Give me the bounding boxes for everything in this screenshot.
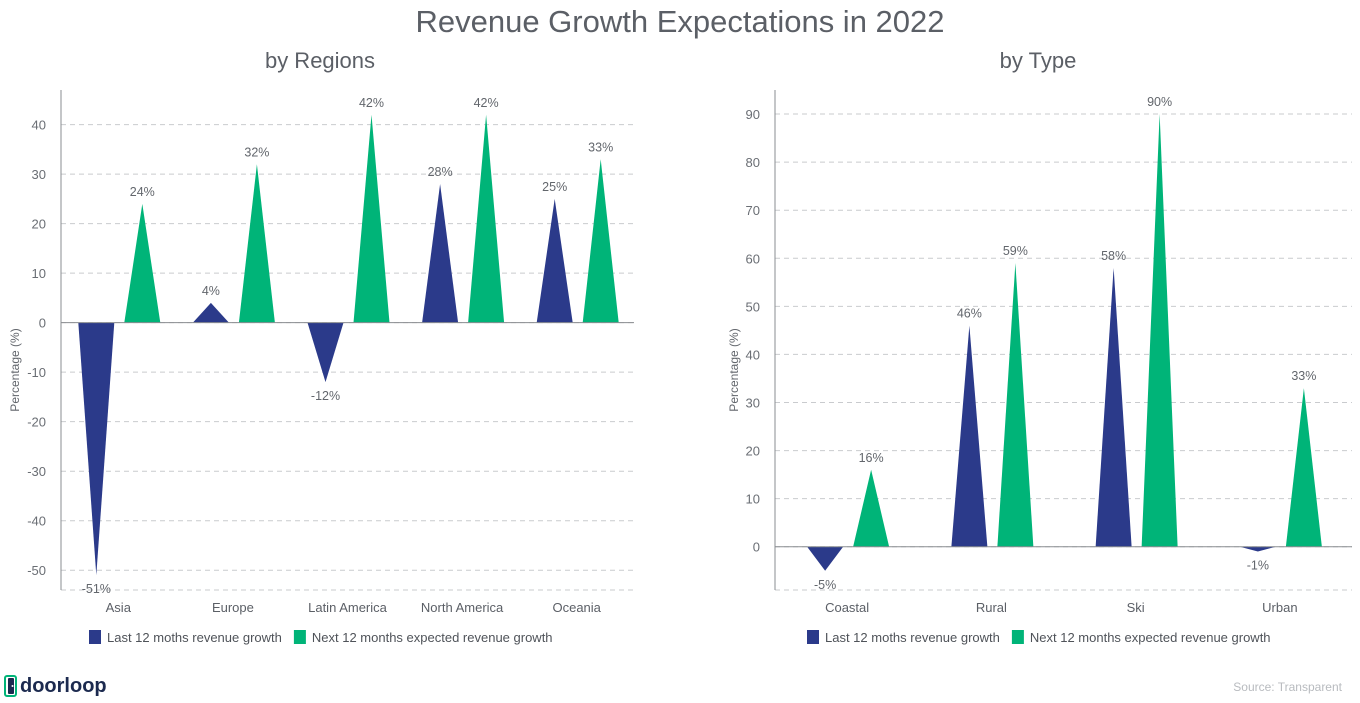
x-category-label: Urban [1262,600,1297,615]
y-tick-label: 30 [746,396,760,411]
y-tick-label: -10 [27,365,46,380]
data-label: 58% [1101,249,1126,263]
data-label: -51% [82,582,111,596]
data-label: 4% [202,284,220,298]
data-label: -12% [311,389,340,403]
x-category-label: Europe [212,600,254,615]
bar-last-12-months [307,322,344,383]
data-label: 46% [957,307,982,321]
data-label: 42% [474,96,499,110]
bar-next-12-months [124,203,161,323]
bar-next-12-months [853,469,890,547]
y-tick-label: 0 [39,316,46,331]
data-label: 28% [428,165,453,179]
data-label: 33% [588,140,613,154]
y-tick-label: 70 [746,203,760,218]
data-label: 24% [130,185,155,199]
y-tick-label: 10 [746,492,760,507]
bar-last-12-months [807,546,844,571]
legend-label-last: Last 12 moths revenue growth [107,630,282,645]
bar-last-12-months [78,322,115,576]
data-label: 32% [244,145,269,159]
y-tick-label: -20 [27,415,46,430]
y-tick-label: -30 [27,464,46,479]
legend-label-next: Next 12 months expected revenue growth [1030,630,1271,645]
legend-swatch-last [807,630,819,644]
bar-next-12-months [582,159,619,323]
bar-next-12-months [353,114,390,323]
chart-by-type: by Type 0 10 20 30 40 50 60 70 80 90 Percentage (%)… [727,48,1352,645]
bar-next-12-months [468,114,505,323]
legend-label-last: Last 12 moths revenue growth [825,630,1000,645]
legend-swatch-next [293,630,306,644]
y-tick-label: -40 [27,514,46,529]
bar-last-12-months [1239,546,1276,552]
data-label: 90% [1147,95,1172,109]
data-label: 42% [359,96,384,110]
y-tick-label: 50 [746,299,760,314]
y-tick-label: 60 [746,251,760,266]
brand-logo: doorloop [4,673,107,699]
y-tick-label: 10 [32,266,46,281]
x-category-label: North America [421,600,504,615]
x-category-label: Ski [1127,600,1145,615]
legend-swatch-next [1011,630,1024,644]
data-label: 33% [1291,369,1316,383]
bar-last-12-months [1095,267,1132,547]
y-axis-label: Percentage (%) [727,328,741,411]
bar-next-12-months [1285,388,1322,547]
data-label: 25% [542,180,567,194]
chart-main-title: Revenue Growth Expectations in 2022 [415,4,945,39]
data-label: 59% [1003,244,1028,258]
y-tick-label: 0 [753,540,760,555]
x-category-label: Coastal [825,600,869,615]
source-note: Source: Transparent [1233,680,1342,694]
bar-next-12-months [997,263,1034,547]
legend-swatch-last [89,630,101,644]
bar-last-12-months [422,184,459,323]
brand-name: doorloop [20,674,107,697]
data-label: -1% [1247,559,1269,573]
chart-subtitle: by Regions [265,48,375,73]
x-category-label: Asia [106,600,132,615]
data-label: -5% [814,578,836,592]
bar-next-12-months [238,164,275,323]
y-tick-label: 80 [746,155,760,170]
y-tick-label: 40 [32,118,46,133]
chart-subtitle: by Type [1000,48,1077,73]
y-tick-label: -50 [27,563,46,578]
y-tick-label: 20 [746,444,760,459]
bar-next-12-months [1141,114,1178,547]
x-category-label: Rural [976,600,1007,615]
legend-label-next: Next 12 months expected revenue growth [312,630,553,645]
chart-by-regions: by Regions -50 -40 -30 -20 -10 0 10 20 30 40 Percen… [8,48,634,645]
y-tick-label: 40 [746,347,760,362]
y-axis-label: Percentage (%) [8,328,22,411]
bar-last-12-months [536,198,573,323]
y-tick-label: 90 [746,107,760,122]
y-tick-label: 30 [32,167,46,182]
y-tick-label: 20 [32,217,46,232]
x-category-label: Oceania [552,600,601,615]
bar-last-12-months [192,302,229,323]
bar-last-12-months [951,325,988,547]
data-label: 16% [859,451,884,465]
door-icon [4,675,17,697]
x-category-label: Latin America [308,600,388,615]
